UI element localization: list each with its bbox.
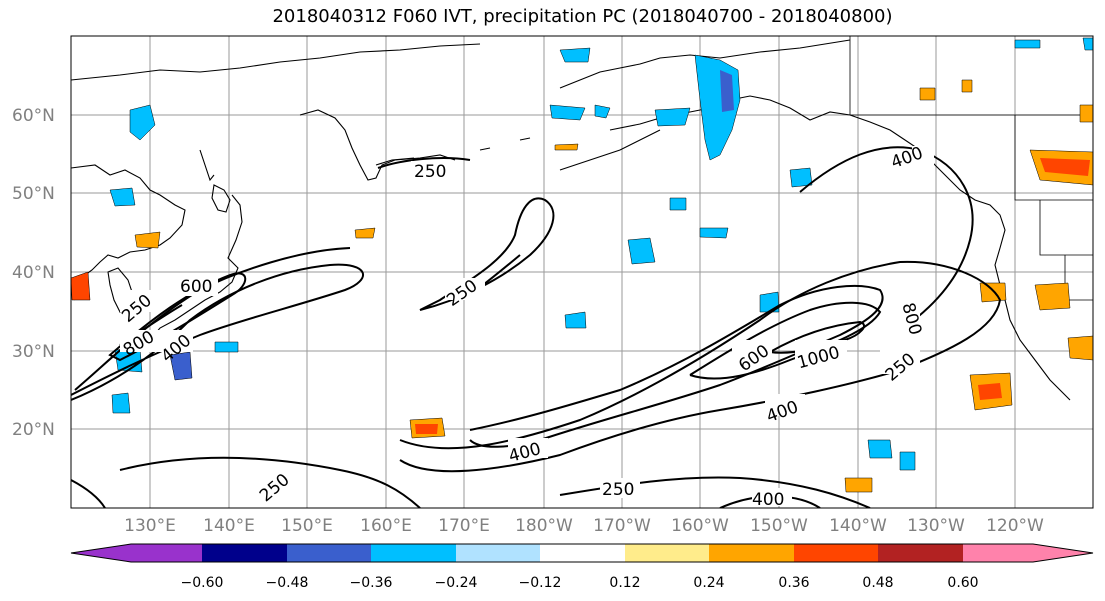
- contour-label: 250: [602, 480, 634, 500]
- lat-label: 60°N: [12, 106, 55, 126]
- colorbar-swatch: [371, 544, 456, 562]
- contour-labels: 250 250 600 800 400 250 400 400 250 250 …: [118, 143, 934, 510]
- colorbar-swatch: [71, 544, 202, 562]
- colorbar: [70, 543, 1094, 563]
- lon-label: 130°W: [907, 516, 965, 536]
- lon-label: 140°E: [203, 516, 255, 536]
- colorbar-tick-label: −0.12: [519, 575, 562, 591]
- colorbar-tick-label: 0.12: [609, 575, 640, 591]
- lon-label: 160°W: [671, 516, 729, 536]
- colorbar-tick-label: −0.60: [181, 575, 224, 591]
- colorbar-tick-label: −0.48: [266, 575, 309, 591]
- colorbar-tick-label: 0.48: [862, 575, 893, 591]
- colorbar-swatch: [202, 544, 287, 562]
- lon-label: 180°W: [515, 516, 573, 536]
- map-title: 2018040312 F060 IVT, precipitation PC (2…: [272, 6, 893, 27]
- precip-shading: [71, 37, 1093, 493]
- colorbar-tick-label: 0.24: [693, 575, 724, 591]
- lat-label: 40°N: [12, 263, 55, 283]
- colorbar-tick-label: −0.24: [435, 575, 478, 591]
- lon-label: 140°W: [829, 516, 887, 536]
- lon-label: 150°E: [281, 516, 333, 536]
- lat-label: 20°N: [12, 420, 55, 440]
- contour-label: 400: [752, 490, 784, 510]
- lon-label: 130°E: [124, 516, 176, 536]
- colorbar-swatch: [540, 544, 625, 562]
- lon-label: 170°E: [438, 516, 490, 536]
- lon-label: 120°W: [986, 516, 1044, 536]
- colorbar-swatch: [287, 544, 371, 562]
- lat-label: 50°N: [12, 184, 55, 204]
- lon-label: 160°E: [360, 516, 412, 536]
- lon-labels: 130°E 140°E 150°E 160°E 170°E 180°W 170°…: [124, 516, 1044, 536]
- colorbar-swatch: [963, 544, 1093, 562]
- colorbar-swatch: [878, 544, 963, 562]
- lat-label: 30°N: [12, 342, 55, 362]
- lon-label: 150°W: [750, 516, 808, 536]
- colorbar-tick-labels: −0.60 −0.48 −0.36 −0.24 −0.12 0.12 0.24 …: [181, 575, 979, 591]
- lon-label: 170°W: [593, 516, 651, 536]
- colorbar-tick-label: 0.60: [947, 575, 978, 591]
- colorbar-swatch: [709, 544, 794, 562]
- colorbar-swatch: [625, 544, 709, 562]
- colorbar-swatch: [794, 544, 878, 562]
- contour-label: 600: [180, 277, 212, 297]
- map-frame: [70, 35, 1094, 509]
- contour-label: 250: [414, 162, 446, 182]
- colorbar-tick-label: 0.36: [778, 575, 809, 591]
- colorbar-tick-label: −0.36: [350, 575, 393, 591]
- colorbar-swatch: [456, 544, 540, 562]
- lat-labels: 60°N 50°N 40°N 30°N 20°N: [12, 106, 55, 440]
- colorbar-outline: [70, 543, 1094, 563]
